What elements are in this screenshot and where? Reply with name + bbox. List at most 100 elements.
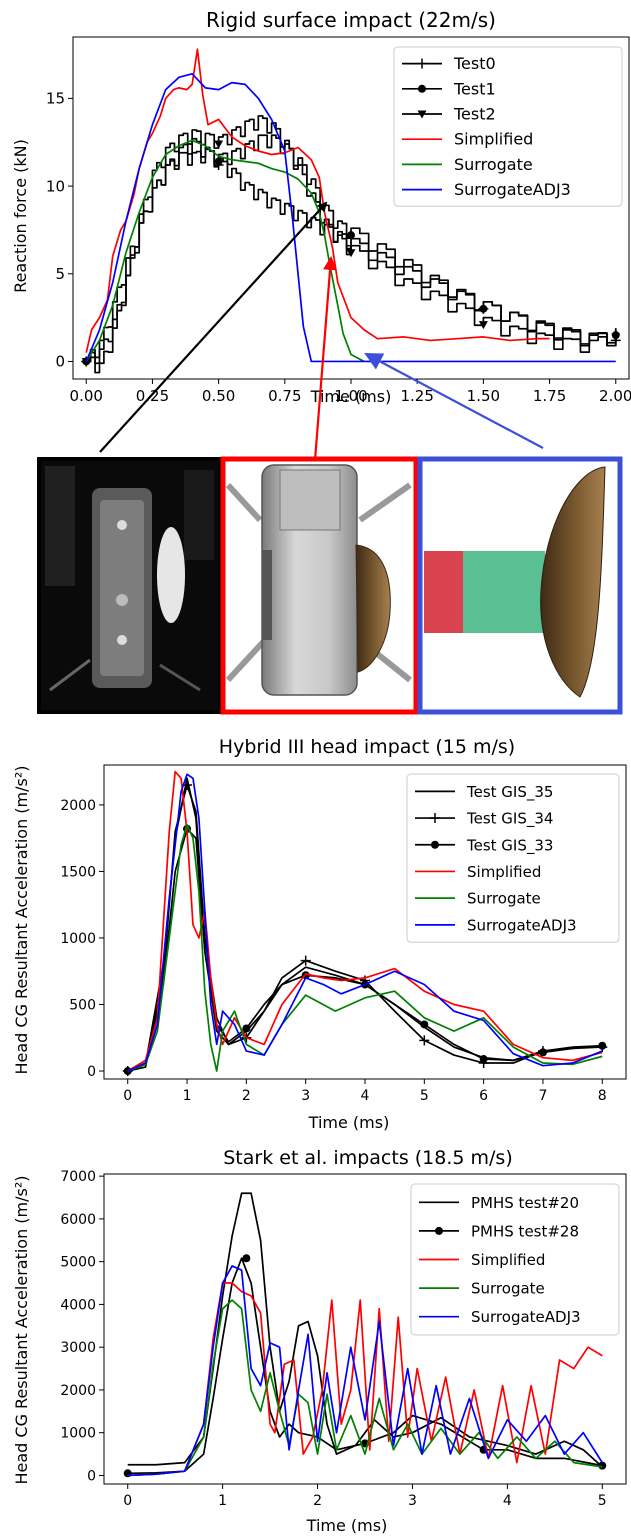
x-tick-label: 4 <box>503 1493 512 1509</box>
y-axis-label: Reaction force (kN) <box>11 139 30 293</box>
data-point-marker <box>300 955 311 966</box>
test-photo <box>37 457 222 714</box>
series-line <box>127 770 603 1072</box>
legend: PMHS test#20 PMHS test#28 Simplified Surrog… <box>410 1183 620 1336</box>
legend-label: Test0 <box>453 54 496 73</box>
x-tick-label: 0 <box>123 1493 132 1509</box>
plot-frame <box>103 1173 627 1485</box>
x-tick-label: 1 <box>183 1088 192 1104</box>
arrow-surrogate <box>364 353 544 449</box>
y-tick-label: 500 <box>69 997 96 1013</box>
x-tick-label: 0.00 <box>70 387 103 405</box>
x-tick-label: 1.25 <box>400 387 433 405</box>
legend-label: Test1 <box>453 79 496 98</box>
x-tick-label: 5 <box>598 1493 607 1509</box>
legend-label: Surrogate <box>454 155 533 174</box>
data-point-marker <box>214 140 224 149</box>
x-tick-label: 5 <box>420 1088 429 1104</box>
legend-box <box>410 1183 620 1336</box>
chart-title: Stark et al. impacts (18.5 m/s) <box>223 1147 513 1169</box>
y-tick-label: 3000 <box>60 1340 96 1356</box>
y-tick-label: 6000 <box>60 1212 96 1228</box>
y-tick-label: 15 <box>46 90 65 108</box>
legend-label: SurrogateADJ3 <box>467 916 577 934</box>
plot-frame <box>72 36 630 380</box>
data-point-marker <box>418 84 426 93</box>
data-point-marker <box>419 1035 430 1046</box>
legend: Test0 Test1 Test2 Simplified Surrogate Surr… <box>393 46 623 207</box>
y-tick-label: 2000 <box>60 798 96 814</box>
series-line <box>127 1299 603 1477</box>
series-line <box>127 828 603 1072</box>
chart-hybrid-iii-head-impact: Hybrid III head impact (15 m/s) Head CG … <box>12 736 627 1132</box>
data-point-marker <box>417 58 427 69</box>
data-point-marker <box>347 231 355 240</box>
data-point-marker <box>417 110 427 119</box>
legend-label: Surrogate <box>467 890 541 908</box>
series-line <box>127 824 603 1072</box>
data-point-marker <box>214 157 223 166</box>
x-tick-label: 0.75 <box>268 387 301 405</box>
arrow-simplified <box>313 256 338 461</box>
series-group <box>123 1192 607 1478</box>
x-tick-label: 4 <box>361 1088 370 1104</box>
legend-label: SurrogateADJ3 <box>471 1308 581 1326</box>
x-axis-label: Time (ms) <box>308 1113 390 1132</box>
y-tick-label: 0 <box>87 1064 96 1080</box>
y-tick-label: 10 <box>46 177 65 195</box>
data-point-marker <box>478 321 488 330</box>
legend-label: Simplified <box>454 130 533 149</box>
legend-box <box>406 773 620 943</box>
data-point-marker <box>420 1020 429 1029</box>
y-tick-label: 7000 <box>60 1169 96 1185</box>
series-line <box>127 1282 603 1477</box>
x-tick-label: 1.00 <box>334 387 367 405</box>
series-line <box>85 139 365 363</box>
data-point-marker <box>346 249 356 258</box>
y-tick-label: 2000 <box>60 1383 96 1399</box>
data-point-marker <box>242 1254 251 1263</box>
y-tick-label: 1500 <box>60 864 96 880</box>
series-line <box>86 115 617 374</box>
legend-box <box>393 46 623 207</box>
series-group <box>122 770 608 1077</box>
data-point-marker <box>430 813 440 824</box>
legend-label: Test GIS_35 <box>466 783 553 802</box>
data-point-marker <box>81 357 91 366</box>
x-tick-label: 2 <box>313 1493 322 1509</box>
y-axis-label: Head CG Resultant Acceleration (m/s²) <box>12 1175 31 1484</box>
plot-frame <box>103 764 627 1080</box>
x-tick-label: 3 <box>408 1493 417 1509</box>
series-line <box>85 48 550 353</box>
x-tick-label: 0 <box>123 1088 132 1104</box>
y-tick-label: 1000 <box>60 1426 96 1442</box>
model-images-panel <box>37 201 623 715</box>
x-tick-label: 6 <box>479 1088 488 1104</box>
x-tick-label: 8 <box>598 1088 607 1104</box>
ticks-group: 0 1 2 3 4 5 6 7 8 0 500 1000 1500 2000 <box>60 798 606 1104</box>
legend-label: PMHS test#20 <box>471 1194 579 1212</box>
y-tick-label: 5000 <box>60 1255 96 1271</box>
x-tick-label: 2.00 <box>599 387 631 405</box>
x-tick-label: 1 <box>218 1493 227 1509</box>
chart-stark-impacts: Stark et al. impacts (18.5 m/s) Head CG … <box>12 1147 627 1535</box>
legend-label: Test2 <box>453 105 496 124</box>
series-line <box>127 1265 603 1477</box>
y-tick-label: 0 <box>87 1468 96 1484</box>
data-point-marker <box>479 1055 488 1064</box>
ticks-group: 0 1 2 3 4 5 0 1000 2000 3000 4000 5000 6000 7000 <box>60 1169 606 1509</box>
x-tick-label: 7 <box>538 1088 547 1104</box>
series-line <box>85 72 616 363</box>
arrow-test <box>99 201 328 453</box>
chart-rigid-surface-impact: Rigid surface impact (22m/s) Reaction fo… <box>11 8 631 406</box>
series-line <box>127 773 603 1072</box>
x-tick-label: 1.50 <box>467 387 500 405</box>
chart-title: Hybrid III head impact (15 m/s) <box>219 736 515 758</box>
surrogate-model-image <box>417 456 623 715</box>
legend-label: Test GIS_33 <box>466 836 553 855</box>
legend-label: Simplified <box>471 1251 545 1269</box>
data-point-marker <box>479 304 488 313</box>
legend-label: Surrogate <box>471 1280 545 1298</box>
x-tick-label: 1.75 <box>533 387 566 405</box>
